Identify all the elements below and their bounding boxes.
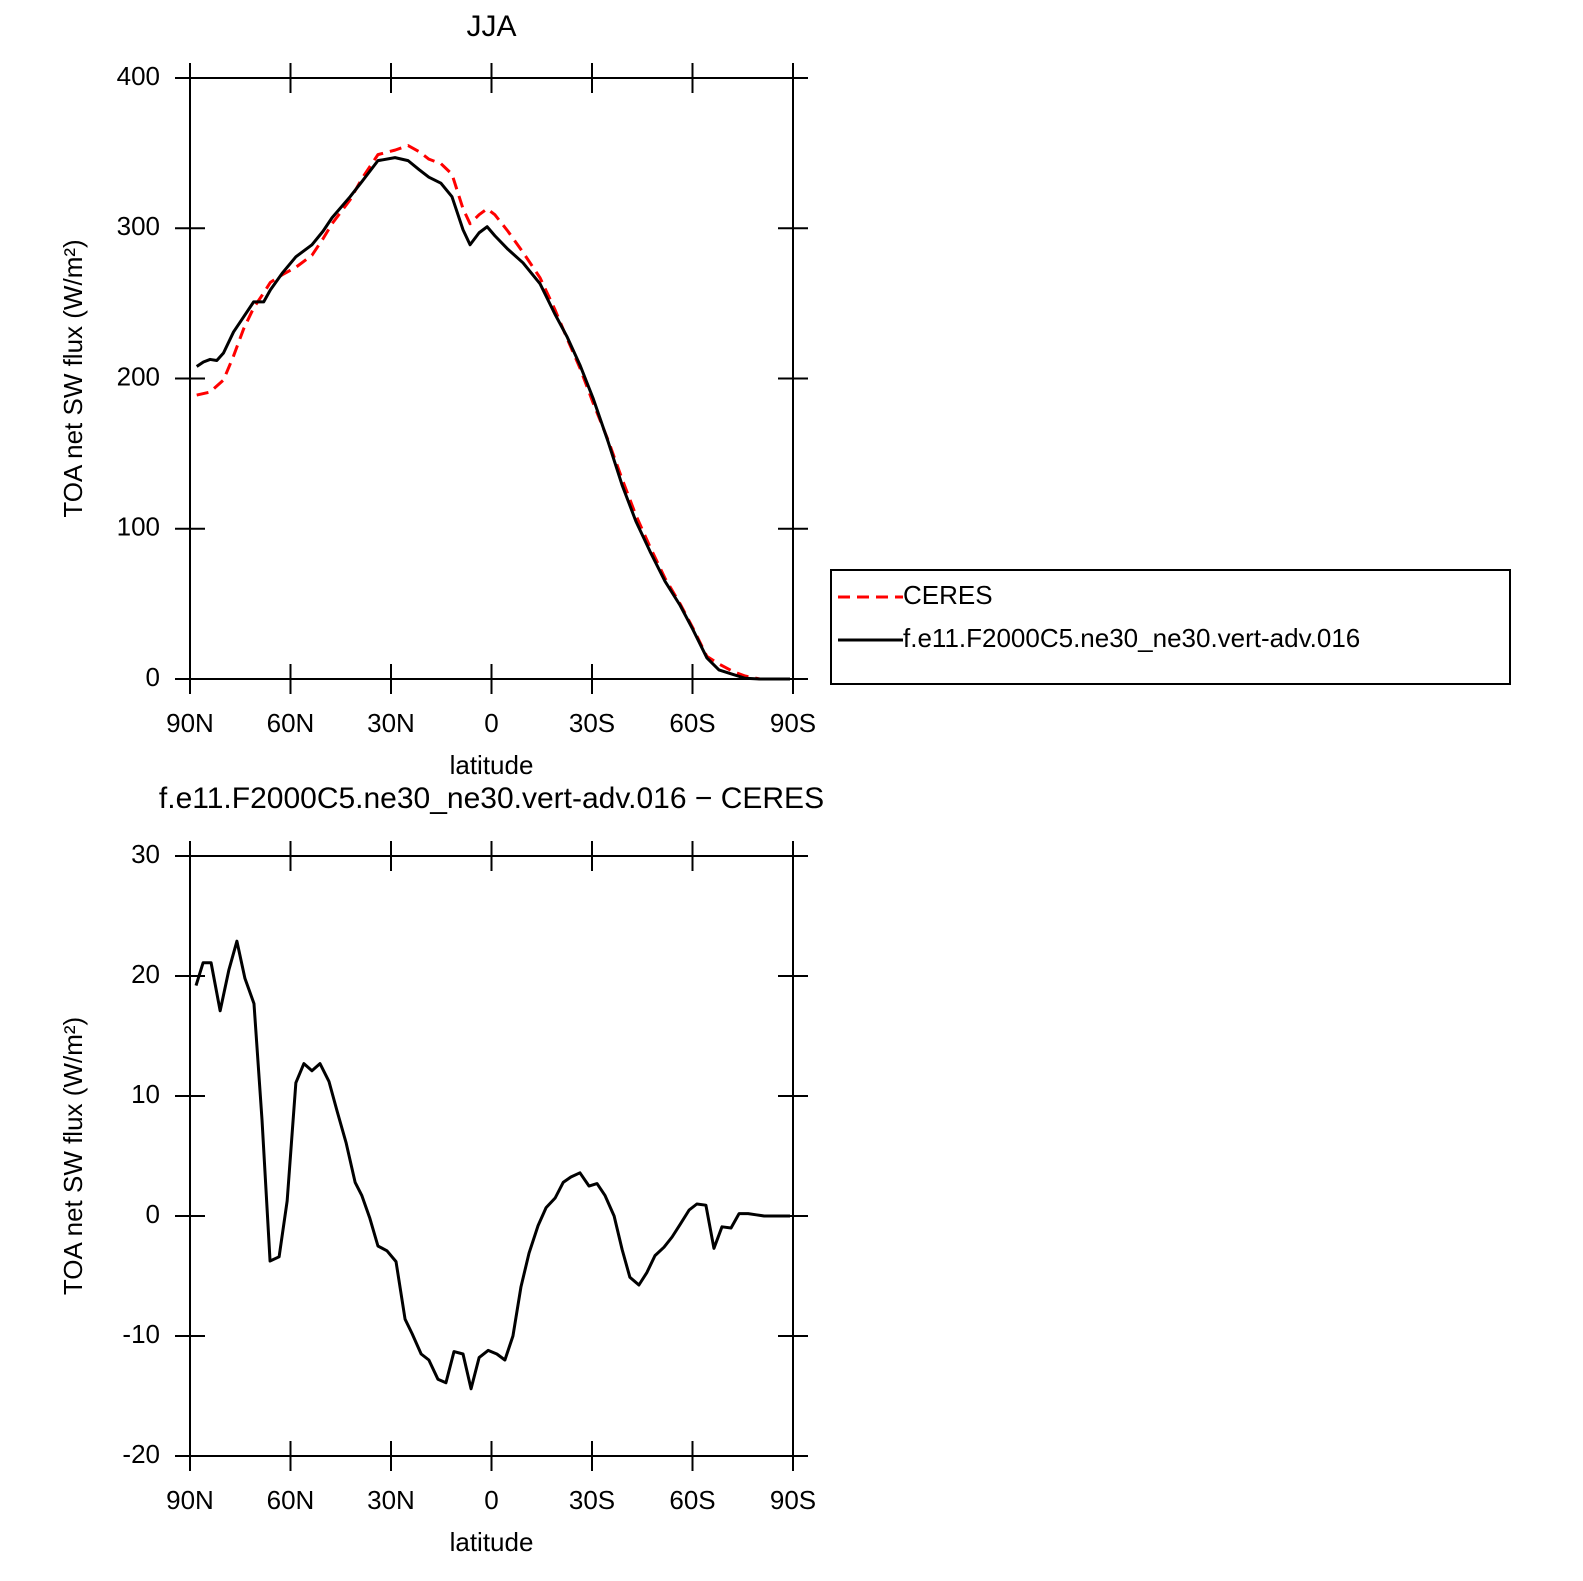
x-tick-label: 90S xyxy=(770,708,816,738)
plot-frame xyxy=(189,77,794,680)
x-tick-label: 0 xyxy=(484,708,498,738)
y-tick-label: 20 xyxy=(131,959,160,989)
y-tick-label: 0 xyxy=(146,662,160,692)
x-tick-label: 30S xyxy=(569,708,615,738)
y-tick-label: 100 xyxy=(117,512,160,542)
x-tick-label: 60N xyxy=(267,1485,315,1515)
y-tick-label: 300 xyxy=(117,211,160,241)
chart-title: JJA xyxy=(466,10,516,43)
series-line xyxy=(196,144,790,681)
legend-box xyxy=(830,569,1511,685)
y-tick-label: 400 xyxy=(117,61,160,91)
x-tick-label: 30S xyxy=(569,1485,615,1515)
y-tick-label: 0 xyxy=(146,1199,160,1229)
x-tick-label: 60N xyxy=(267,708,315,738)
x-tick-label: 0 xyxy=(484,1485,498,1515)
x-tick-label: 90N xyxy=(166,708,214,738)
x-tick-label: 60S xyxy=(669,708,715,738)
y-tick-label: 10 xyxy=(131,1079,160,1109)
y-axis-label: TOA net SW flux (W/m²) xyxy=(58,239,88,517)
legend-label: f.e11.F2000C5.ne30_ne30.vert-adv.016 xyxy=(903,623,1360,653)
y-axis-label: TOA net SW flux (W/m²) xyxy=(58,1017,88,1295)
x-tick-label: 60S xyxy=(669,1485,715,1515)
legend-label: CERES xyxy=(903,580,993,610)
x-tick-label: 30N xyxy=(367,708,415,738)
x-axis-label: latitude xyxy=(450,1527,534,1557)
x-tick-label: 90N xyxy=(166,1485,214,1515)
y-tick-label: -10 xyxy=(122,1319,160,1349)
plot-frame xyxy=(189,855,794,1457)
x-tick-label: 90S xyxy=(770,1485,816,1515)
y-tick-label: -20 xyxy=(122,1439,160,1469)
chart-title: f.e11.F2000C5.ne30_ne30.vert-adv.016 − C… xyxy=(159,782,824,815)
x-axis-label: latitude xyxy=(450,750,534,780)
x-tick-label: 30N xyxy=(367,1485,415,1515)
y-tick-label: 200 xyxy=(117,361,160,391)
series-line xyxy=(194,939,790,1391)
series-line xyxy=(195,156,790,681)
y-tick-label: 30 xyxy=(131,839,160,869)
